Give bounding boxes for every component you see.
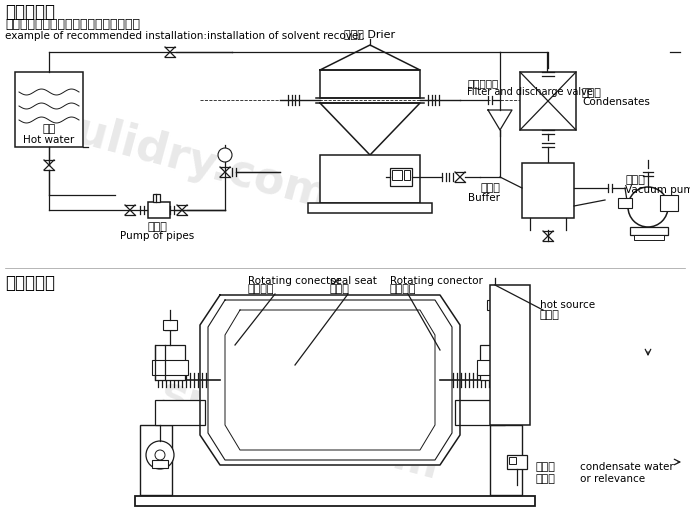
Text: 缓冲罐: 缓冲罐: [480, 183, 500, 193]
Text: 管道泵: 管道泵: [147, 222, 167, 232]
Bar: [148, 202, 170, 218]
Text: Hot water: Hot water: [23, 135, 75, 145]
Bar: [152, 460, 168, 468]
Text: Buffer: Buffer: [468, 193, 500, 203]
Circle shape: [218, 148, 232, 162]
Text: Filter and discharge valve: Filter and discharge valve: [467, 87, 593, 97]
Text: 简易结构图: 简易结构图: [5, 274, 55, 292]
Bar: [392, 170, 402, 180]
Bar: [477, 360, 513, 375]
Bar: [135, 496, 535, 506]
Bar: [618, 198, 632, 208]
Text: sulidry.com: sulidry.com: [46, 102, 335, 218]
Text: 过滤放空阀: 过滤放空阀: [467, 78, 498, 88]
Text: Rotating conector: Rotating conector: [390, 276, 483, 286]
Bar: [404, 170, 410, 180]
Bar: [455, 400, 505, 425]
Circle shape: [155, 450, 165, 460]
Bar: [487, 300, 503, 310]
Text: 进热源: 进热源: [540, 310, 560, 320]
Text: 密封座: 密封座: [330, 284, 350, 294]
Polygon shape: [320, 45, 420, 70]
Text: Condensates: Condensates: [582, 97, 650, 107]
Bar: [155, 345, 185, 380]
Bar: [140, 425, 172, 495]
Text: example of recommended installation:installation of solvent recover.: example of recommended installation:inst…: [5, 31, 365, 41]
Text: 旋转接头: 旋转接头: [248, 284, 275, 294]
Bar: [320, 70, 420, 98]
Text: 推荐的工艺安置示范：溶剂回收工艺安置: 推荐的工艺安置示范：溶剂回收工艺安置: [5, 18, 140, 31]
Text: seal seat: seal seat: [330, 276, 377, 286]
Bar: [507, 455, 527, 469]
Text: 旋转接头: 旋转接头: [390, 284, 417, 294]
Polygon shape: [320, 103, 420, 155]
Text: Pump of pipes: Pump of pipes: [120, 231, 194, 241]
Bar: [630, 227, 668, 235]
Text: Vacuum pump: Vacuum pump: [625, 185, 690, 195]
Text: 真空泵: 真空泵: [625, 175, 645, 185]
Bar: [480, 345, 510, 380]
Circle shape: [628, 187, 668, 227]
Text: 热水: 热水: [42, 124, 56, 134]
Bar: [390, 168, 412, 186]
Bar: [490, 285, 530, 425]
Text: condensate water
or relevance: condensate water or relevance: [580, 462, 673, 484]
Text: 冷凝器
或回流: 冷凝器 或回流: [535, 462, 555, 484]
Bar: [490, 425, 522, 495]
Bar: [520, 72, 576, 130]
Circle shape: [146, 441, 174, 469]
Bar: [15, 72, 83, 147]
Text: 安装示意图: 安装示意图: [5, 3, 55, 21]
Polygon shape: [488, 110, 512, 130]
Text: hot source: hot source: [540, 300, 595, 310]
Text: 干燥机 Drier: 干燥机 Drier: [344, 29, 395, 39]
Text: sulidry.com: sulidry.com: [155, 372, 444, 488]
Bar: [163, 320, 177, 330]
Bar: [509, 457, 516, 464]
Bar: [308, 203, 432, 213]
Bar: [522, 163, 574, 218]
Text: 冷凝器: 冷凝器: [582, 88, 602, 98]
Bar: [155, 400, 205, 425]
Bar: [634, 235, 664, 240]
Bar: [320, 155, 420, 203]
Bar: [152, 360, 188, 375]
Polygon shape: [200, 295, 460, 465]
Bar: [660, 195, 678, 211]
Text: Rotating conector: Rotating conector: [248, 276, 341, 286]
Bar: [153, 194, 160, 202]
